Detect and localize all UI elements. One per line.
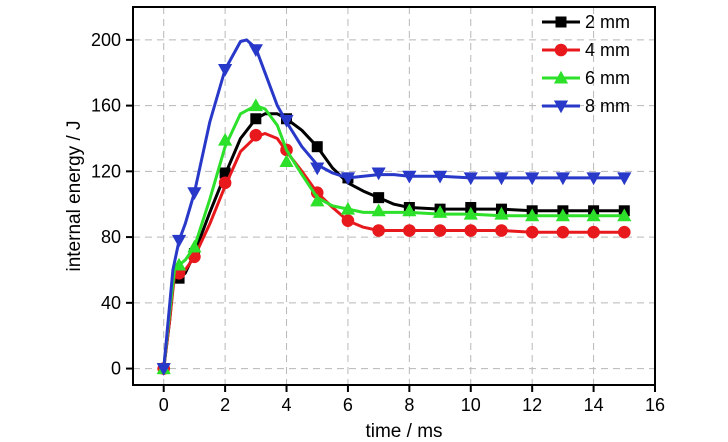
data-point [248,44,263,58]
y-tick-label: 40 [101,293,121,313]
series-2mm [158,112,630,375]
data-point [372,224,385,237]
x-tick-label: 0 [159,395,169,415]
y-tick-label: 80 [101,227,121,247]
data-point [556,225,570,239]
data-point [494,172,509,186]
legend-label: 6 mm [585,68,630,88]
data-point [463,172,478,186]
legend-marker [555,16,567,28]
data-point [555,208,570,222]
data-point [156,363,171,376]
legend-marker [553,100,569,114]
series-line-8mm [162,38,626,371]
legend-label: 4 mm [585,40,630,60]
series-6mm [156,98,632,375]
data-point [171,257,187,271]
data-point [495,224,508,237]
data-point [525,172,540,186]
data-point [617,172,632,186]
data-point [433,224,447,237]
data-point [525,225,539,239]
data-point [310,193,325,207]
series-line-6mm [162,104,626,371]
data-point [617,208,632,222]
data-point [373,192,385,204]
series-line-4mm [162,132,626,371]
data-point [340,201,356,215]
y-tick-label: 160 [91,96,121,116]
data-point [218,176,232,190]
data-point [464,224,478,237]
data-point [371,167,386,181]
series-8mm [156,38,632,376]
x-tick-label: 8 [404,395,414,415]
data-point [187,187,202,200]
x-axis-title: time / ms [365,421,442,442]
legend-label: 8 mm [585,96,630,116]
plot-frame [132,6,656,386]
data-point [371,203,386,217]
data-point [432,170,448,184]
data-point [310,162,325,176]
data-point [586,208,601,222]
axis-ticks [126,38,656,392]
legend-item-8mm: 8 mm [542,96,630,116]
x-tick-label: 14 [584,395,604,415]
data-point [340,172,356,186]
x-tick-label: 10 [461,395,481,415]
legend: 2 mm 4 mm 6 mm 8 mm [542,12,630,116]
legend-item-4mm: 4 mm [542,40,630,60]
data-point [248,98,263,112]
x-tick-label: 16 [645,395,665,415]
data-point [402,203,417,217]
data-point [171,234,187,248]
plot-area [156,38,632,376]
data-point [311,141,323,153]
data-point [586,172,601,186]
data-point [432,205,448,218]
x-tick-label: 12 [522,395,542,415]
y-tick-label: 200 [91,30,121,50]
legend-marker [553,70,569,84]
data-point [403,224,416,237]
data-point [250,113,262,125]
legend-item-6mm: 6 mm [542,68,630,88]
data-point [617,225,631,239]
data-point [279,154,294,167]
data-point [341,214,355,227]
data-point [555,172,570,186]
legend-marker [554,43,568,57]
data-point [463,206,478,220]
data-point [249,128,263,142]
y-tick-label: 120 [91,161,121,181]
x-tick-label: 6 [343,395,353,415]
data-point [402,170,417,184]
data-point [494,206,509,220]
data-point [525,208,540,222]
series-line-2mm [162,112,626,371]
legend-label: 2 mm [585,12,630,32]
y-axis-title: internal energy / J [64,120,85,271]
x-tick-label: 4 [282,395,292,415]
data-point [279,114,294,128]
y-tick-label: 0 [111,359,121,379]
data-point [218,132,233,146]
x-tick-label: 2 [220,395,230,415]
data-point [187,239,202,253]
data-point [587,225,600,239]
legend-item-2mm: 2 mm [542,12,630,32]
data-point [218,63,233,77]
